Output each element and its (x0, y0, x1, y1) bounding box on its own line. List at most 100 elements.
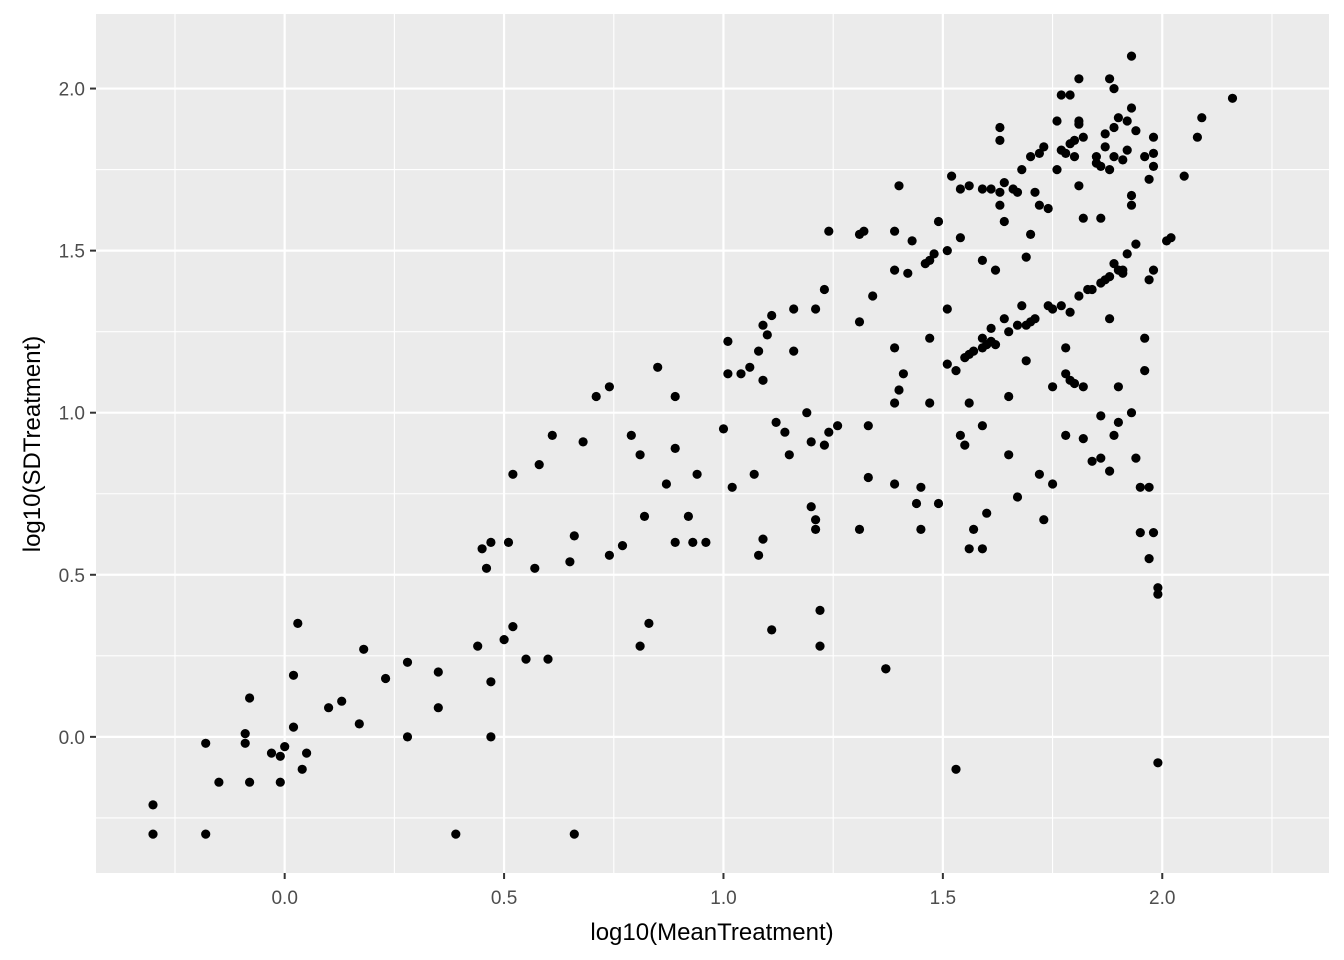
data-point (275, 751, 285, 761)
data-point (1087, 284, 1097, 295)
data-point (617, 541, 628, 551)
x-tick-label: 2.0 (1149, 888, 1175, 909)
data-point (1105, 466, 1115, 476)
data-point (723, 336, 733, 346)
data-point (1100, 129, 1110, 139)
data-point (758, 320, 768, 330)
data-point (881, 664, 891, 674)
data-point (1078, 382, 1088, 392)
data-point (833, 421, 843, 431)
x-tick-label: 1.5 (930, 888, 956, 909)
data-point (859, 226, 869, 236)
data-point (1122, 116, 1132, 126)
data-point (969, 346, 979, 356)
data-point (1061, 343, 1071, 353)
data-point (565, 557, 575, 567)
data-point (942, 246, 952, 256)
data-point (288, 722, 299, 732)
y-tick-label: 0.5 (59, 566, 85, 587)
data-point (280, 742, 290, 752)
data-point (1227, 93, 1238, 103)
data-point (1122, 145, 1132, 155)
data-point (433, 703, 443, 713)
data-point (1087, 456, 1097, 466)
y-tick-label: 2.0 (59, 80, 85, 101)
data-point (1144, 554, 1154, 564)
data-point (1118, 268, 1128, 278)
minor-gridlines (96, 14, 1329, 873)
data-point (811, 304, 821, 314)
data-point (402, 657, 413, 667)
data-point (569, 531, 579, 541)
data-point (925, 398, 935, 408)
data-point (1074, 74, 1084, 84)
data-point (473, 641, 483, 651)
data-point (1192, 132, 1202, 142)
data-point (819, 284, 830, 295)
data-point (995, 200, 1005, 210)
data-point (894, 181, 904, 191)
data-point (1109, 259, 1119, 269)
data-point (503, 537, 514, 548)
data-point (653, 362, 663, 372)
data-point (1043, 203, 1053, 214)
data-point (890, 226, 900, 236)
data-point (670, 391, 680, 402)
data-point (964, 181, 974, 191)
data-point (148, 800, 158, 810)
data-point (854, 524, 865, 535)
data-point (811, 515, 821, 525)
data-point (1126, 51, 1137, 61)
data-point (486, 732, 496, 742)
data-point (1113, 382, 1123, 392)
data-point (1153, 758, 1163, 768)
data-points (148, 51, 1238, 839)
data-point (977, 184, 988, 194)
data-point (780, 427, 790, 437)
data-point (688, 537, 698, 548)
data-point (1052, 165, 1062, 175)
data-point (692, 469, 702, 479)
data-point (451, 829, 461, 839)
data-point (1105, 272, 1115, 282)
data-point (1012, 492, 1023, 502)
data-point (999, 178, 1009, 188)
data-point (964, 398, 974, 408)
data-point (907, 236, 917, 246)
data-point (977, 255, 988, 265)
data-point (266, 748, 277, 758)
data-point (806, 502, 816, 512)
data-point (1148, 148, 1159, 158)
data-point (240, 729, 250, 739)
data-point (1004, 327, 1014, 337)
data-point (995, 122, 1005, 133)
data-point (903, 268, 913, 278)
data-point (293, 618, 303, 629)
data-point (1039, 142, 1049, 152)
data-point (1100, 142, 1110, 152)
data-point (1096, 213, 1106, 223)
data-point (486, 537, 496, 548)
data-point (916, 482, 926, 492)
data-point (1021, 356, 1031, 366)
data-point (995, 135, 1005, 145)
x-tick-label: 0.5 (491, 888, 517, 909)
data-point (1148, 528, 1159, 538)
data-point (1061, 430, 1071, 440)
data-point (824, 427, 834, 437)
data-point (890, 343, 900, 353)
data-point (240, 738, 250, 748)
data-point (1034, 469, 1044, 479)
data-point (1017, 165, 1027, 175)
y-tick-label: 1.5 (59, 242, 85, 263)
data-point (1061, 148, 1071, 158)
data-point (916, 524, 926, 535)
data-point (745, 362, 755, 372)
data-point (1153, 583, 1163, 593)
data-point (683, 511, 694, 521)
data-point (359, 644, 369, 654)
data-point (670, 537, 680, 548)
data-point (324, 703, 334, 713)
data-point (481, 563, 492, 573)
data-point (1148, 132, 1159, 142)
